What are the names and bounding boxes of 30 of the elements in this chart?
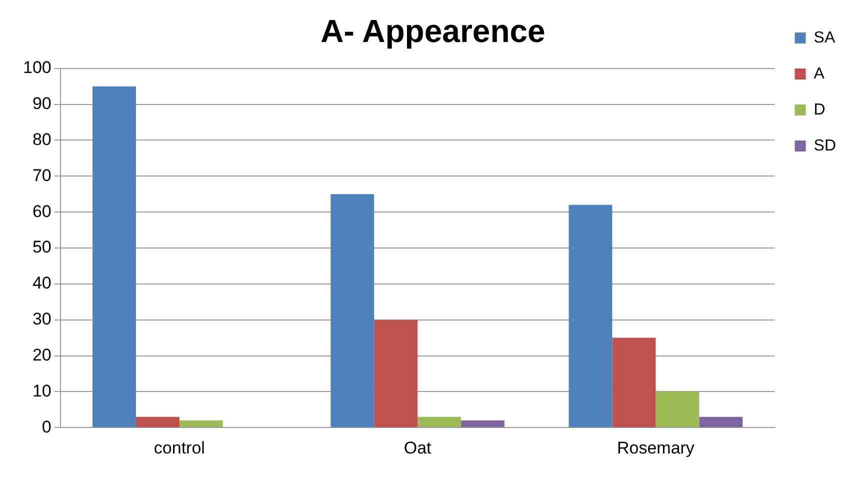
legend-label: A <box>814 65 825 82</box>
y-tick-label: 20 <box>32 345 52 364</box>
bar <box>461 420 504 428</box>
y-tick-label: 0 <box>42 417 52 436</box>
x-tick-label: control <box>154 438 205 458</box>
y-tick-label: 80 <box>32 130 52 149</box>
bar <box>136 416 180 428</box>
legend-label: D <box>814 101 826 118</box>
y-tick-label: 90 <box>32 94 52 114</box>
y-tick-label: 60 <box>32 202 52 221</box>
chart-title: A- Appearence <box>320 13 546 50</box>
legend-label: SA <box>814 29 836 46</box>
x-tick-label: Oat <box>404 438 432 458</box>
bar <box>612 338 656 428</box>
y-tick-label: 30 <box>32 310 52 329</box>
bar <box>699 416 743 428</box>
y-tick-label: 50 <box>32 238 52 257</box>
y-tick-label: 100 <box>22 58 52 78</box>
bar <box>568 204 612 428</box>
y-tick-label: 10 <box>32 381 52 400</box>
bar <box>656 392 700 428</box>
y-tick-label: 40 <box>32 274 52 293</box>
y-tick-label: 70 <box>32 166 52 185</box>
legend-label: SD <box>814 137 836 154</box>
bar <box>374 320 418 428</box>
bar <box>418 416 462 428</box>
bar <box>330 194 374 428</box>
bar <box>92 86 136 428</box>
bar <box>179 420 223 428</box>
x-tick-label: Rosemary <box>616 438 695 458</box>
